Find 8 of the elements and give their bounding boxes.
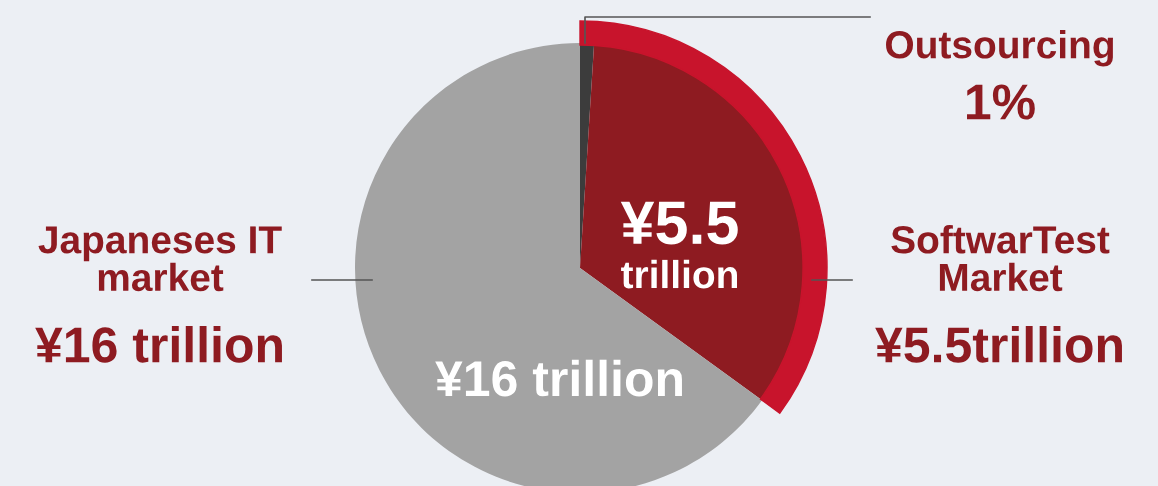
slice-label: Outsourcing xyxy=(886,30,1113,67)
slice-label: SoftwarTest Market xyxy=(891,225,1110,292)
text: ¥16 trillion xyxy=(35,326,282,363)
text: ¥5.5 trillion xyxy=(620,201,738,289)
text: ¥16 trillion xyxy=(435,359,682,397)
text: ¥5.5trillion xyxy=(875,326,1122,363)
text: 1% xyxy=(967,84,1035,120)
slice-label: Japaneses IT market xyxy=(38,226,282,292)
